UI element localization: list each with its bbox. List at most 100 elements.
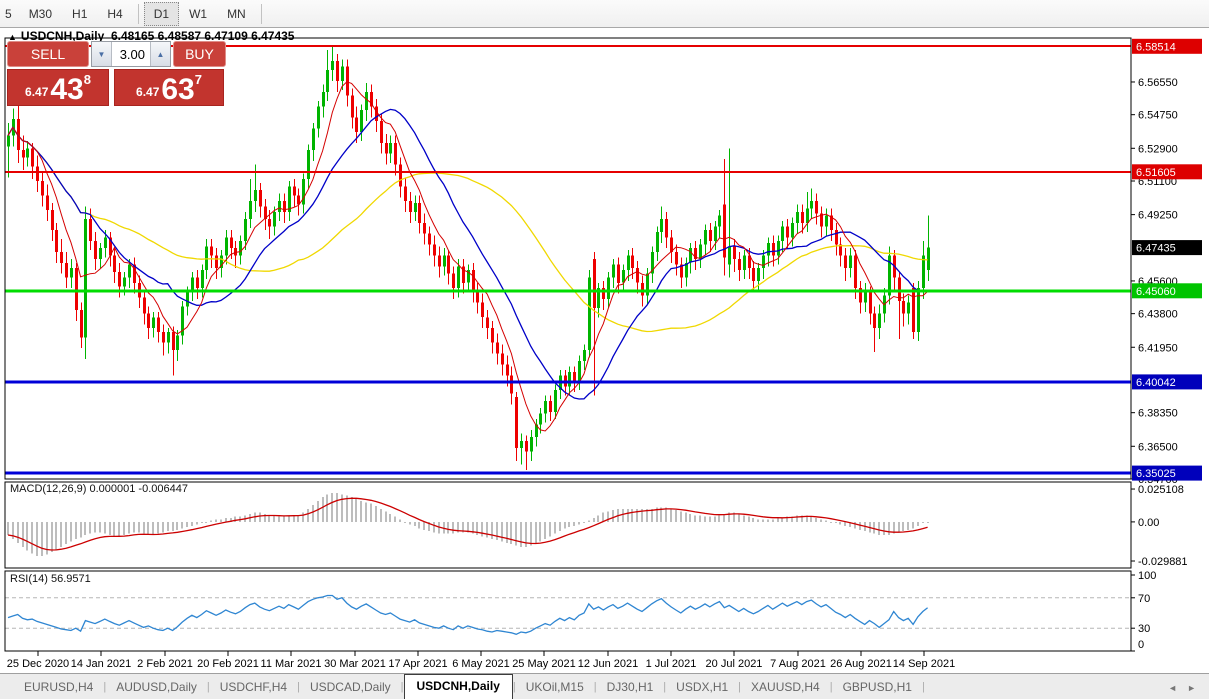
chart-title: ▲ USDCNH,Daily 6.48165 6.48587 6.47109 6.… (8, 29, 294, 43)
tab-usdcnh-daily[interactable]: USDCNH,Daily (403, 674, 513, 699)
tab-gbpusd-h1[interactable]: GBPUSD,H1 (842, 680, 912, 694)
timeframe-button-w1[interactable]: W1 (189, 6, 208, 21)
ma-mid-line (7, 108, 928, 400)
tab-scroll-left-icon[interactable]: ◄ (1168, 683, 1178, 693)
toolbar-separator (137, 3, 139, 24)
price-badge-label: 6.47435 (1136, 243, 1176, 255)
volume-input[interactable] (112, 42, 150, 66)
timeframe-button-m30[interactable]: M30 (28, 6, 53, 21)
buy-price-button[interactable]: 6.47 63 7 (114, 69, 224, 106)
timeframe-button-d1[interactable]: D1 (143, 1, 180, 26)
tab-separator: | (593, 681, 597, 693)
date-axis-label: 25 Dec 2020 (7, 658, 69, 670)
price-badge-6.58514 (1132, 38, 1202, 54)
tab-scroll-arrows: ◄ ► (1163, 683, 1201, 693)
ohlc-values: 6.48165 6.48587 6.47109 6.47435 (110, 29, 295, 43)
chart-svg: 6.565506.547506.529006.511006.492506.456… (4, 37, 1202, 670)
buy-price-big: 63 (161, 72, 195, 106)
sell-button[interactable]: SELL (7, 41, 89, 67)
rsi-indicator-label: RSI(14) 56.9571 (10, 573, 91, 585)
tab-separator: | (206, 681, 210, 693)
tab-separator: | (512, 681, 516, 693)
tab-xauusd-h4[interactable]: XAUUSD,H4 (751, 680, 820, 694)
date-axis-label: 30 Mar 2021 (324, 658, 386, 670)
buy-price-pip: 7 (194, 72, 202, 87)
date-axis-label: 25 May 2021 (512, 658, 576, 670)
volume-increase-button[interactable]: ▲ (150, 42, 170, 66)
price-badge-label: 6.58514 (1136, 41, 1176, 53)
price-axis-label: 6.56550 (1138, 77, 1178, 89)
sell-price-big: 43 (50, 72, 84, 106)
chevron-up-icon: ▲ (156, 49, 165, 59)
tab-usdx-h1[interactable]: USDX,H1 (676, 680, 729, 694)
candlestick-series (7, 46, 930, 470)
timeframe-button-h4[interactable]: H4 (107, 6, 123, 21)
chart-plot-area[interactable] (5, 571, 1131, 651)
ma-slow-line (7, 126, 928, 333)
price-badge-6.47435 (1132, 240, 1202, 256)
sell-price-pip: 8 (83, 72, 91, 87)
collapse-icon[interactable]: ▲ (8, 32, 17, 42)
symbol-period-label: USDCNH,Daily (20, 29, 105, 43)
tab-separator: | (400, 681, 404, 693)
chart-tabs-bar: EURUSD,H4 | AUDUSD,Daily | USDCHF,H4 | USDCAD,… (0, 673, 1209, 699)
date-axis-label: 11 Mar 2021 (261, 658, 322, 670)
one-click-trading-panel: SELL ▼ ▲ BUY 6.47 43 8 6.47 63 7 (7, 41, 226, 106)
tab-eurusd-h4[interactable]: EURUSD,H4 (24, 680, 94, 694)
toolbar-separator (260, 3, 262, 24)
date-axis-label: 20 Feb 2021 (197, 658, 259, 670)
date-axis-label: 1 Jul 2021 (646, 658, 697, 670)
macd-signal-line (7, 497, 928, 551)
macd-pane-border (4, 481, 1132, 569)
rsi-line (7, 594, 929, 635)
price-axis-label: 6.54750 (1138, 110, 1178, 122)
price-axis-label: 6.38350 (1138, 408, 1178, 420)
macd-histogram (7, 493, 929, 556)
price-badge-6.51605 (1132, 164, 1202, 180)
price-badge-6.40042 (1132, 374, 1202, 390)
sell-price-button[interactable]: 6.47 43 8 (7, 69, 109, 106)
timeframe-button-h1[interactable]: H1 (72, 6, 88, 21)
main-pane-border (4, 37, 1132, 480)
tab-scroll-right-icon[interactable]: ► (1187, 683, 1196, 693)
price-badge-label: 6.45060 (1136, 286, 1176, 298)
date-axis-label: 6 May 2021 (452, 658, 509, 670)
rsi-pane-border (4, 570, 1132, 652)
price-badge-label: 6.51605 (1136, 167, 1176, 179)
date-axis-label: 17 Apr 2021 (388, 658, 447, 670)
price-badge-label: 6.40042 (1136, 377, 1176, 389)
date-axis-label: 26 Aug 2021 (830, 658, 892, 670)
tab-separator: | (829, 681, 833, 693)
volume-decrease-button[interactable]: ▼ (92, 42, 112, 66)
chevron-down-icon: ▼ (97, 49, 106, 59)
buy-price-prefix: 6.47 (136, 85, 160, 99)
sell-price-prefix: 6.47 (25, 85, 49, 99)
price-axis-label: 6.52900 (1138, 143, 1178, 155)
date-axis-label: 14 Jan 2021 (71, 658, 132, 670)
tab-usdcad-daily[interactable]: USDCAD,Daily (309, 680, 391, 694)
price-badge-6.35025 (1132, 465, 1202, 481)
tab-ukoil-m15[interactable]: UKOil,M15 (525, 680, 584, 694)
tab-separator: | (297, 681, 300, 693)
timeframe-button-mn[interactable]: MN (227, 6, 246, 21)
tab-separator: | (103, 681, 107, 693)
buy-button[interactable]: BUY (173, 41, 226, 67)
ma-fast-line (7, 81, 928, 432)
price-axis-label: 6.36500 (1138, 441, 1178, 453)
date-axis-label: 14 Sep 2021 (893, 658, 955, 670)
date-axis-label: 7 Aug 2021 (770, 658, 826, 670)
date-axis-label: 2 Feb 2021 (137, 658, 193, 670)
timeframe-button-5[interactable]: 5 (5, 6, 12, 21)
date-axis-label: 12 Jun 2021 (578, 658, 639, 670)
rsi-axis-label: 30 (1138, 623, 1150, 635)
tab-audusd-daily[interactable]: AUDUSD,Daily (116, 680, 197, 694)
chart-window: 6.56550 6.54750 6.52900 6.51100 6.49250 6.456… (0, 28, 1209, 673)
rsi-axis-label: 100 (1138, 570, 1156, 582)
rsi-axis-label: 70 (1138, 593, 1150, 605)
macd-axis-label: 0.025108 (1138, 484, 1184, 496)
tab-usdchf-h4[interactable]: USDCHF,H4 (219, 680, 288, 694)
price-axis-label: 6.49250 (1138, 210, 1178, 222)
tab-separator: | (663, 681, 667, 693)
price-axis-label: 6.43800 (1138, 309, 1178, 321)
tab-dj30-h1[interactable]: DJ30,H1 (606, 680, 654, 694)
